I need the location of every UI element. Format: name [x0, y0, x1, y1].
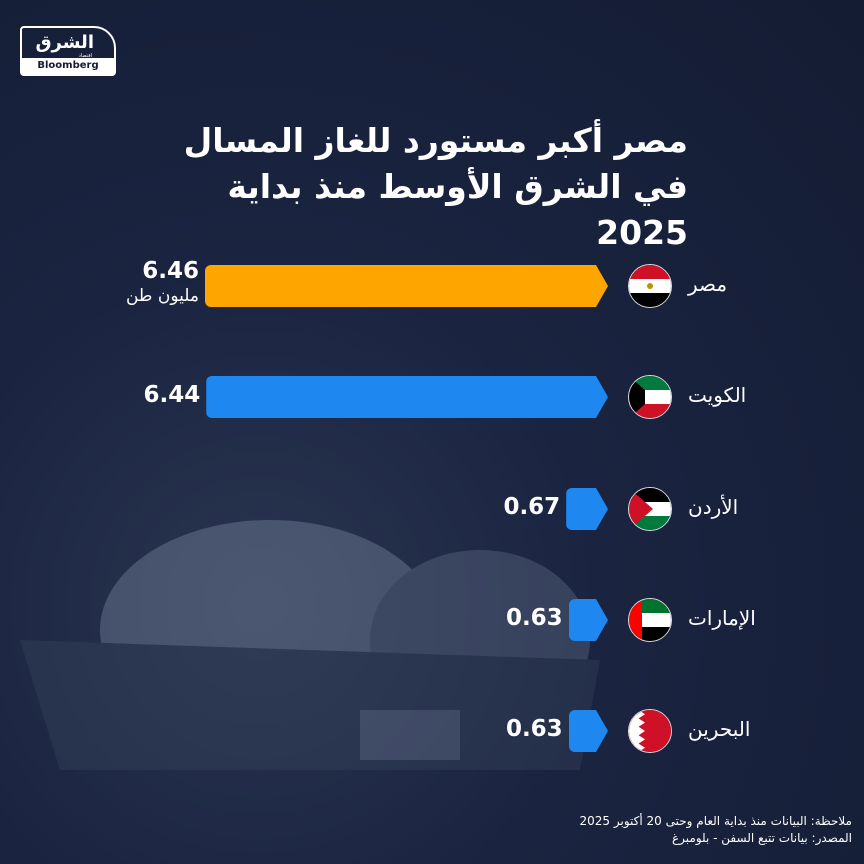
flag-icon: [628, 709, 672, 753]
bar: [205, 265, 608, 307]
flag-icon: [628, 375, 672, 419]
flag-icon: [628, 264, 672, 308]
category-label: مصر: [688, 272, 728, 296]
bar-row: 0.63 البحرين: [0, 709, 864, 753]
bar-row: 0.67 الأردن: [0, 487, 864, 531]
flag-icon: [628, 487, 672, 531]
value-label: 0.63: [505, 605, 563, 631]
unit-label: مليون طن: [125, 286, 199, 306]
value-label: 0.67: [503, 494, 561, 520]
footer-source: المصدر: بيانات تتبع السفن - بلومبرغ: [672, 831, 852, 845]
lng-ship-background: [20, 520, 600, 770]
category-label: الأردن: [688, 495, 739, 519]
bar-row: 6.44 الكويت: [0, 375, 864, 419]
category-label: البحرين: [688, 717, 751, 741]
bar: [569, 710, 608, 752]
value-label: 0.63: [505, 716, 563, 742]
value-label: 6.46: [142, 258, 199, 284]
category-label: الكويت: [688, 383, 747, 407]
asharq-bloomberg-logo: الشرق اقتصاد Bloomberg: [20, 26, 116, 76]
flag-icon: [628, 598, 672, 642]
footer-note: ملاحظة: البيانات منذ بداية العام وحتى 20…: [579, 814, 853, 828]
logo-sub: اقتصاد: [78, 53, 92, 59]
bar-row: 0.63 الإمارات: [0, 598, 864, 642]
value-label: 6.44: [143, 382, 201, 408]
chart-title: مصر أكبر مستورد للغاز المسال في الشرق ال…: [183, 121, 688, 252]
category-label: الإمارات: [688, 606, 756, 630]
bar: [206, 376, 608, 418]
footer-notes: ملاحظة: البيانات منذ بداية العام وحتى 20…: [580, 813, 853, 847]
bar: [566, 488, 608, 530]
logo-brand: Bloomberg: [22, 58, 114, 74]
bar: [569, 599, 608, 641]
logo-arabic: الشرق: [35, 32, 94, 53]
bar-row: 6.46 مليون طن مصر: [0, 258, 864, 308]
